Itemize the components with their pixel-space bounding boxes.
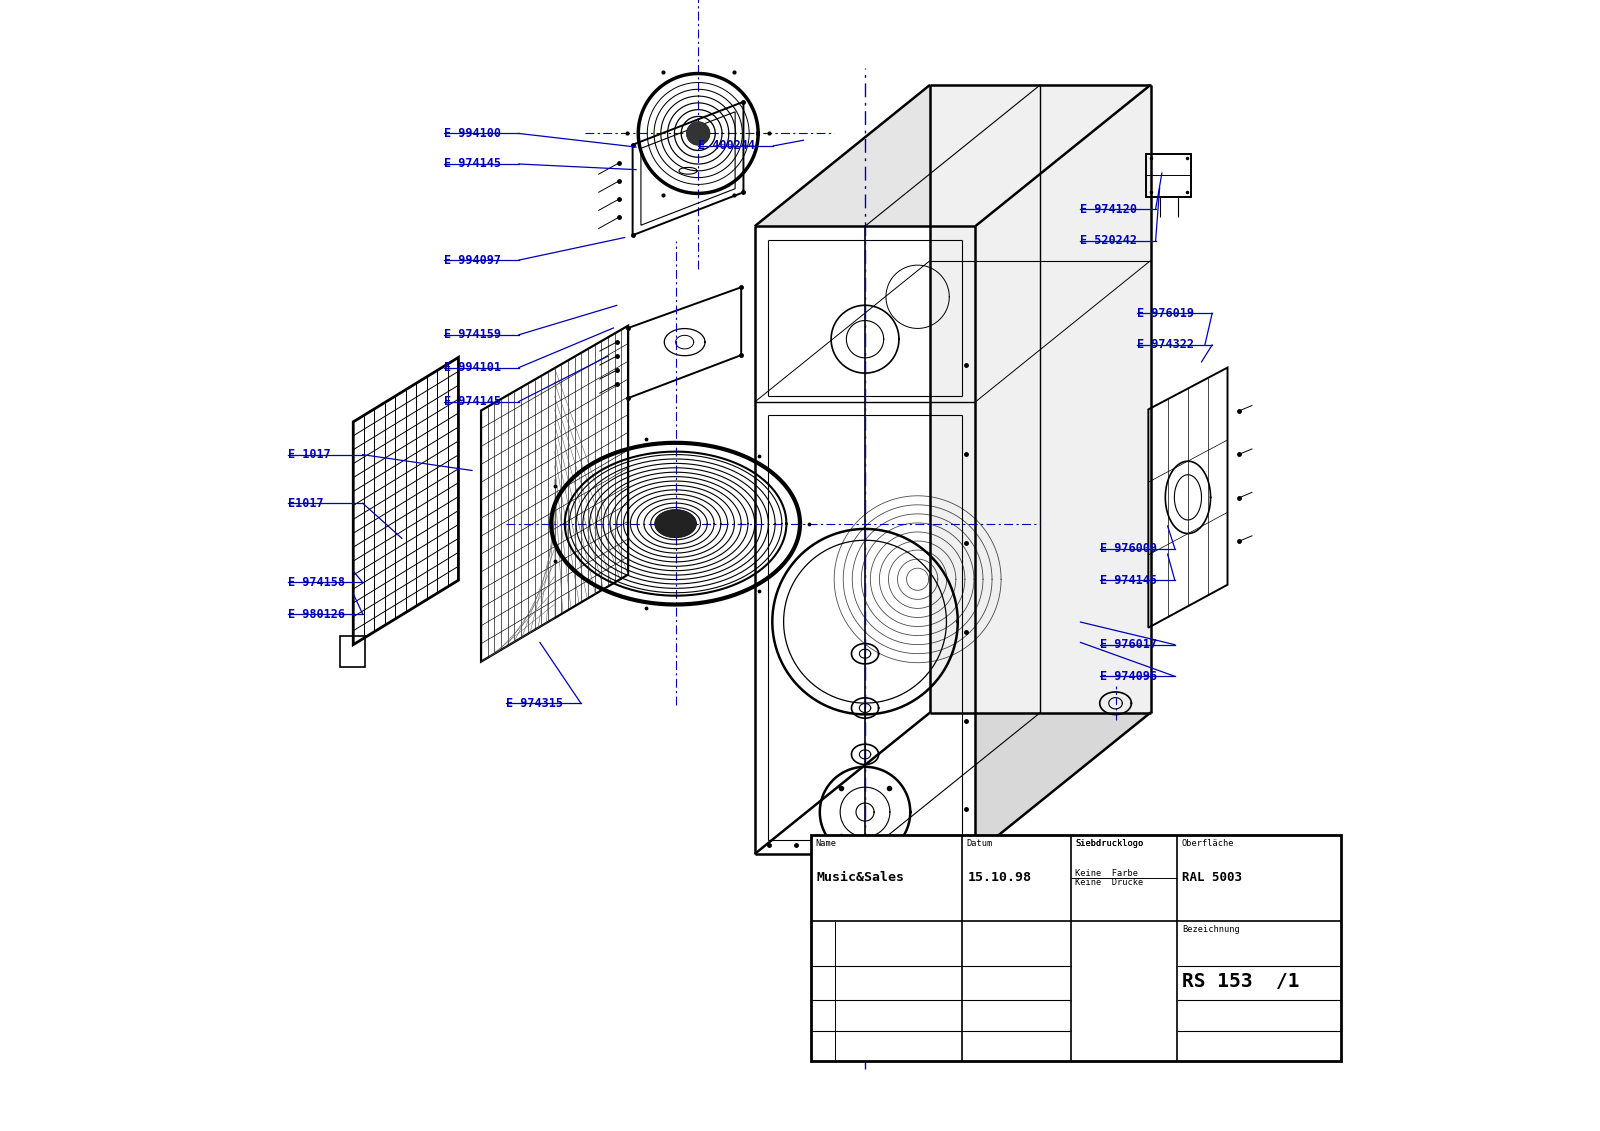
Text: E 976017: E 976017 xyxy=(1099,638,1157,651)
Text: E 974159: E 974159 xyxy=(443,328,501,342)
Text: E 974322: E 974322 xyxy=(1138,338,1194,352)
Polygon shape xyxy=(930,85,1150,713)
Text: E 994100: E 994100 xyxy=(443,127,501,140)
Text: 15.10.98: 15.10.98 xyxy=(968,871,1032,884)
Bar xyxy=(339,636,365,667)
Text: RAL 5003: RAL 5003 xyxy=(1182,871,1242,884)
Text: Datum: Datum xyxy=(966,839,994,848)
Text: Name: Name xyxy=(816,839,837,848)
Text: E 994101: E 994101 xyxy=(443,361,501,374)
Text: E 974158: E 974158 xyxy=(288,576,344,589)
Text: Keine  Farbe: Keine Farbe xyxy=(1075,869,1138,878)
Text: E 520242: E 520242 xyxy=(1080,234,1138,248)
Polygon shape xyxy=(686,122,709,145)
Text: Music&Sales: Music&Sales xyxy=(818,871,906,884)
Bar xyxy=(1146,154,1192,197)
Text: Siebdrucklogo: Siebdrucklogo xyxy=(1075,839,1144,848)
Polygon shape xyxy=(656,510,696,537)
Text: E 974120: E 974120 xyxy=(1080,202,1138,216)
Text: E 980126: E 980126 xyxy=(288,607,344,621)
Text: E 400244: E 400244 xyxy=(698,139,755,153)
Text: E 974096: E 974096 xyxy=(1099,670,1157,683)
Text: Bezeichnung: Bezeichnung xyxy=(1182,925,1240,934)
Bar xyxy=(811,835,1341,1061)
Text: E 994097: E 994097 xyxy=(443,253,501,267)
Text: E 974145: E 974145 xyxy=(443,157,501,171)
Polygon shape xyxy=(976,85,1150,854)
Text: RS 153  /1: RS 153 /1 xyxy=(1182,973,1299,992)
Polygon shape xyxy=(755,85,1150,226)
Text: E 974315: E 974315 xyxy=(506,697,563,710)
Text: E 976009: E 976009 xyxy=(1099,542,1157,555)
Text: E 976019: E 976019 xyxy=(1138,307,1194,320)
Text: E 974145: E 974145 xyxy=(443,395,501,408)
Text: E 1017: E 1017 xyxy=(288,448,344,461)
Text: Keine  Drucke: Keine Drucke xyxy=(1075,878,1144,887)
Text: E 974145: E 974145 xyxy=(1099,573,1157,587)
Text: E1017: E1017 xyxy=(288,497,344,510)
Text: Siebdrucklogo: Siebdrucklogo xyxy=(1075,839,1144,848)
Text: Oberfläche: Oberfläche xyxy=(1181,839,1234,848)
